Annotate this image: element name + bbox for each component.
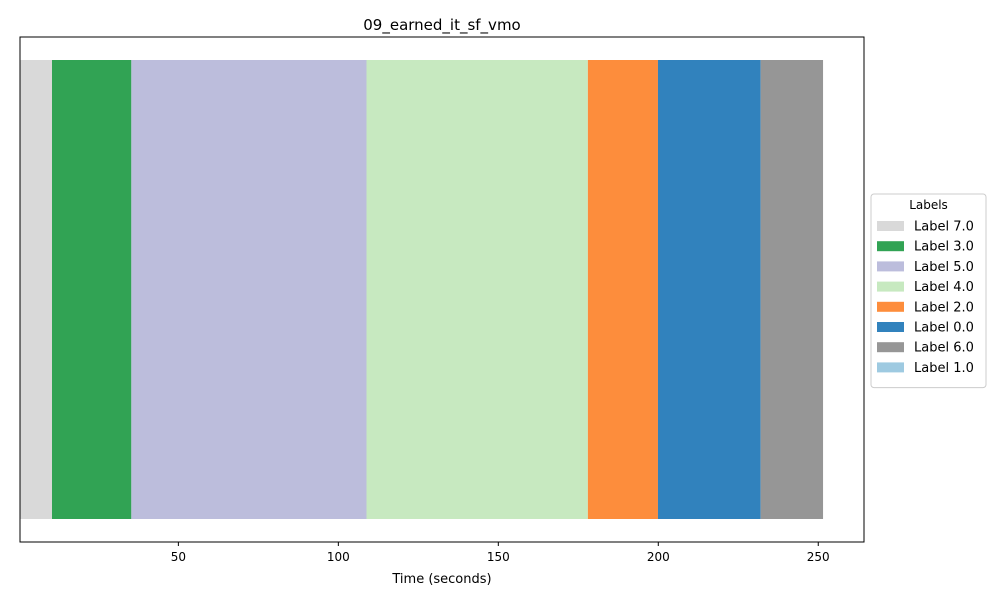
segment-label-6-0 [760,60,824,519]
legend-swatch [877,342,904,353]
legend-entry-label: Label 3.0 [914,240,974,255]
legend-swatch [877,261,904,272]
x-tick-label: 100 [327,550,350,564]
legend-entry-label: Label 7.0 [914,220,974,235]
legend-entry-label: Label 2.0 [914,300,974,315]
x-tick-label: 250 [807,550,830,564]
segment-label-7-0 [20,60,52,519]
legend-swatch [877,322,904,332]
legend-entry-label: Label 6.0 [914,341,974,356]
segment-label-5-0 [131,60,367,519]
segment-label-0-0 [657,60,761,519]
x-tick-label: 200 [647,550,670,564]
segment-label-3-0 [51,60,132,519]
segments-group [20,60,824,519]
x-tick-label: 150 [487,550,510,564]
legend: Labels Label 7.0 Label 3.0 Label 5.0 Label 4… [870,193,987,389]
legend-swatch [877,281,904,292]
x-axis-ticks: 50 100 150 200 250 [171,542,830,564]
segment-label-2-0 [587,60,658,519]
plot-frame [19,36,865,543]
legend-entry-label: Label 0.0 [914,321,974,336]
x-tick-label: 50 [171,550,186,564]
legend-swatch [877,241,904,252]
legend-title: Labels [909,198,948,212]
x-axis-label: Time (seconds) [391,572,491,587]
segment-label-4-0 [366,60,588,519]
legend-entry-label: Label 5.0 [914,260,974,275]
legend-swatch [877,362,904,373]
chart-title: 09_earned_it_sf_vmo [363,16,520,35]
legend-entry-label: Label 1.0 [914,361,974,376]
legend-swatch [877,301,904,312]
legend-entry-label: Label 4.0 [914,280,974,295]
legend-swatch [877,221,904,231]
